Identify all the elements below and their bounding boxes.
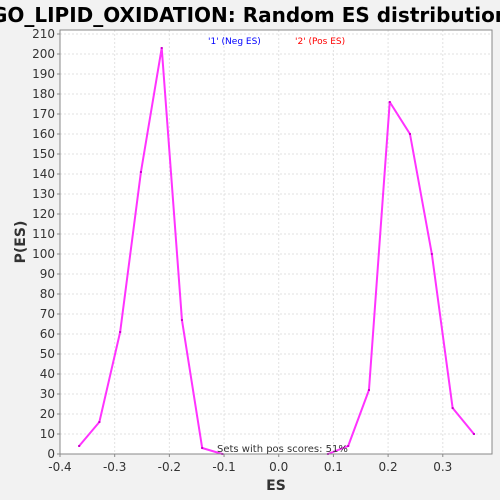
x-tick-label: 0.2 [379,460,398,474]
y-axis-label: P(ES) [13,221,29,264]
y-tick-label: 30 [40,387,55,401]
pos-scores-annotation: Sets with pos scores: 51% [217,444,348,455]
y-tick-label: 20 [40,407,55,421]
y-tick-label: 110 [32,227,55,241]
plot-border [59,29,493,455]
grid [60,30,492,454]
x-tick-label: 0.3 [433,460,452,474]
data-point [451,407,454,409]
y-tick-label: 100 [32,247,55,261]
legend: '1' (Neg ES) '2' (Pos ES) [208,37,345,47]
y-tick-label: 180 [32,87,55,101]
y-tick-label: 150 [32,147,55,161]
y-tick-label: 140 [32,167,55,181]
y-tick-label: 170 [32,107,55,121]
data-point [430,253,433,255]
data-point [408,133,411,135]
data-point [367,389,370,391]
y-tick-label: 60 [40,327,55,341]
y-tick-label: 80 [40,287,55,301]
y-tick-label: 10 [40,427,55,441]
y-tick-label: 210 [32,27,55,41]
y-tick-label: 160 [32,127,55,141]
y-tick-label: 50 [40,347,55,361]
data-point [98,421,101,423]
data-point [119,331,122,333]
x-tick-label: -0.2 [158,460,181,474]
y-tick-label: 40 [40,367,55,381]
data-point [388,101,391,103]
data-point [472,433,475,435]
legend-entry-neg-es: '1' (Neg ES) [208,37,261,47]
series-line-2 [327,101,475,455]
y-tick-label: 0 [47,447,55,461]
data-point [139,171,142,173]
chart-title: GO_LIPID_OXIDATION: Random ES distributi… [0,3,500,27]
x-tick-label: -0.1 [212,460,235,474]
y-tick-label: 130 [32,187,55,201]
x-tick-label: 0.0 [269,460,288,474]
x-tick-label: -0.3 [103,460,126,474]
data-point [347,445,350,447]
legend-entry-pos-es: '2' (Pos ES) [295,37,345,47]
x-tick-label: -0.4 [48,460,71,474]
x-axis-label: ES [266,478,286,494]
y-tick-label: 120 [32,207,55,221]
x-tick-label: 0.1 [324,460,343,474]
data-point [201,447,204,449]
y-tick-label: 90 [40,267,55,281]
y-tick-label: 200 [32,47,55,61]
y-tick-label: 190 [32,67,55,81]
data-point [180,319,183,321]
x-axis-ticks: -0.4 -0.3 -0.2 -0.1 0.0 0.1 0.2 0.3 [48,454,452,474]
data-point [78,445,81,447]
series-line-1 [78,47,223,455]
data-point [160,47,163,49]
y-tick-label: 70 [40,307,55,321]
y-axis-ticks: 0 10 20 30 40 50 60 70 80 90 100 110 120 130 140 150 160… [32,27,60,461]
